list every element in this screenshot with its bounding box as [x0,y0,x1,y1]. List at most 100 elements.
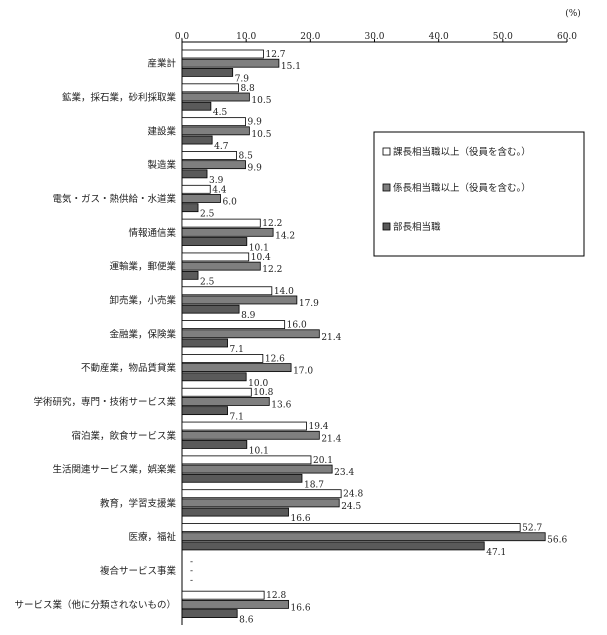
data-label: 56.6 [547,536,567,546]
data-label: 3.9 [209,176,224,186]
data-label: 12.7 [265,50,285,60]
data-label: 12.2 [262,219,282,229]
data-label: 7.1 [230,345,244,355]
data-label: 9.9 [248,164,263,174]
data-label: 6.0 [223,197,238,207]
legend: 課長相当職以上（役員を含む。） 係長相当職以上（役員を含む。） 部長相当職 [373,131,585,257]
bar [181,83,239,93]
data-label: 10.5 [251,130,271,140]
legend-swatch [382,222,391,231]
data-label: 8.9 [241,311,256,321]
category-label: 生活関連サービス業，娯楽業 [52,464,176,476]
data-label: 2.5 [200,277,215,287]
bar [181,227,274,237]
data-label: 10.1 [249,446,269,456]
bar [181,58,280,68]
bar [181,440,248,449]
category-label: 卸売業，小売業 [109,294,176,306]
legend-label: 係長相当職以上（役員を含む。） [393,182,531,194]
unit-label: (%) [565,8,581,19]
category-label: 産業計 [147,58,176,70]
data-label: 4.5 [213,108,228,118]
x-tick-label: 40.0 [429,32,449,42]
bar [181,126,250,136]
data-label: 24.8 [343,490,363,500]
bar [181,68,234,77]
data-label: 7.9 [235,74,250,84]
data-label: 4.4 [212,185,227,195]
data-label: 18.7 [304,480,324,490]
data-label: 14.0 [274,287,294,297]
bar [181,295,298,305]
data-label: 21.4 [321,333,341,343]
bar [181,498,340,508]
bar [181,270,199,280]
category-label: 複合サービス事業 [100,565,177,577]
data-label: - [190,557,193,567]
legend-label: 課長相当職以上（役員を含む。） [393,146,531,158]
category-label: 医療，福祉 [128,531,176,543]
bar [181,203,199,213]
data-label: 17.9 [299,299,319,309]
bar [181,397,270,406]
x-tick-label: 0.0 [175,32,190,42]
bar [181,507,289,517]
category-label: 情報通信業 [128,227,176,239]
bar [181,160,246,170]
bar [181,169,208,179]
bar [181,117,246,127]
data-label: 4.7 [214,142,229,152]
data-label: 10.1 [249,244,269,254]
bar [181,218,261,228]
bar [181,49,264,59]
data-label: 14.2 [275,231,295,241]
x-axis-ticks: 0.0 10.0 20.0 30.0 40.0 50.0 60.0 [175,32,577,42]
bar [181,473,303,483]
legend-box [373,131,585,257]
x-tick-label: 50.0 [493,32,513,42]
legend-label: 部長相当職 [393,221,441,233]
bar [181,372,247,382]
bar [181,430,320,440]
category-label: 学術研究，専門・技術サービス業 [33,396,176,408]
data-label: 19.4 [308,422,328,432]
data-label: 21.4 [321,434,341,444]
data-label: 16.6 [291,514,311,524]
bar [181,387,252,397]
category-label: 教育，学習支援業 [100,497,177,509]
bar [181,329,320,339]
data-label: 12.8 [266,591,286,601]
data-label: 10.4 [251,253,271,263]
data-label: 7.1 [230,413,244,423]
bar [181,363,292,373]
data-label: 17.0 [293,367,313,377]
category-label: 建設業 [147,125,176,137]
bar [181,609,238,618]
bar [181,92,250,102]
bar [181,464,333,474]
bar [181,421,307,431]
data-label: 52.7 [522,524,542,534]
data-label: 10.8 [253,388,273,398]
data-label: 20.1 [313,456,333,466]
bar [181,523,521,532]
data-label: 23.4 [334,468,354,478]
category-label: 製造業 [147,159,176,171]
bar [181,101,212,111]
data-label: 47.1 [486,548,506,558]
data-label: 9.9 [248,118,263,128]
category-label: 宿泊業，飲食サービス業 [71,430,176,442]
data-label: 10.0 [248,379,268,389]
category-label: 金融業，保険業 [109,328,176,340]
bar [181,135,213,145]
category-label: 不動産業，物品賃貸業 [81,362,177,374]
bar [181,541,485,551]
bar [181,194,221,203]
data-label: 15.1 [281,62,301,72]
bars: 12.7 15.1 7.98.8 10.5 4.5 9.9 10.5 4.7 8.5 9.9 3.9… [181,49,567,626]
data-label: 8.5 [239,151,254,161]
bar [181,338,228,348]
data-label: 8.8 [240,84,255,94]
data-label: 2.5 [200,210,215,220]
